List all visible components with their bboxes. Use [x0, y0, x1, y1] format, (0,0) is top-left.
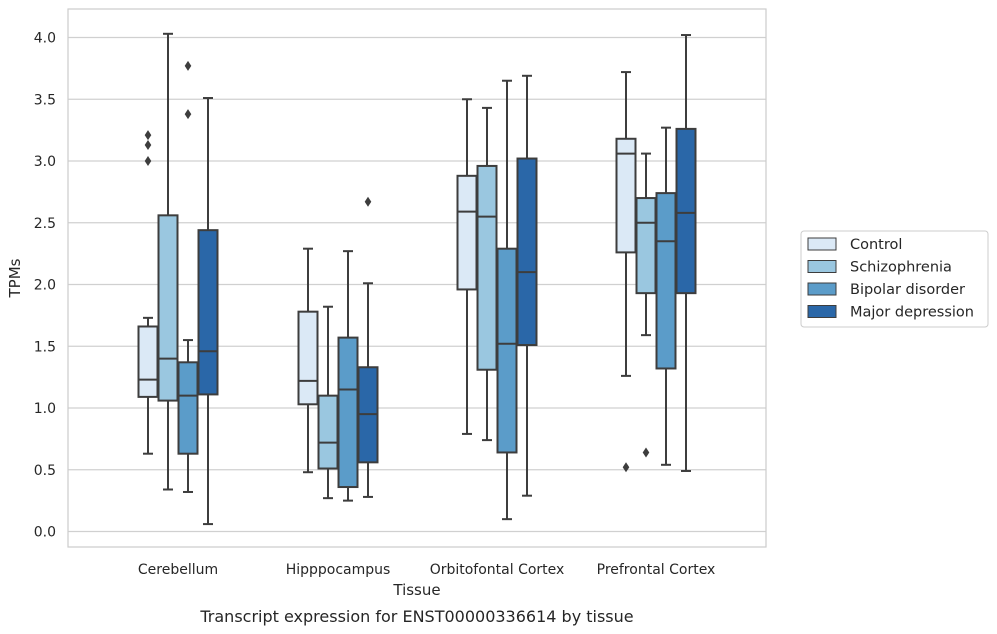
y-tick-label: 4.0 [34, 31, 56, 47]
iqr-box [496, 247, 518, 454]
legend-swatch [807, 282, 837, 296]
y-tick-labels: 0.0 0.5 1.0 1.5 2.0 2.5 3.0 3.5 4.0 [34, 31, 56, 541]
legend-frame [800, 230, 989, 328]
legend-label: Major depression [850, 305, 974, 321]
chart-caption: Transcript expression for ENST0000033661… [199, 607, 633, 626]
x-tick-label: Cerebellum [138, 562, 218, 578]
legend-swatch [807, 237, 837, 251]
outlier-point [144, 156, 152, 166]
y-axis-title: TPMs [6, 258, 24, 298]
legend: Control Schizophrenia Bipolar disorder Majo… [800, 230, 989, 328]
iqr-box [137, 325, 159, 398]
outlier-point [184, 109, 192, 120]
iqr-box [197, 229, 219, 396]
y-tick-label: 0.0 [34, 525, 56, 541]
box-group [197, 97, 219, 526]
x-axis-title: Tissue [392, 581, 440, 599]
box-groups [137, 32, 697, 526]
legend-item: Major depression [807, 305, 974, 321]
box-group [635, 152, 657, 458]
y-tick-label: 3.0 [34, 154, 56, 170]
box-group [675, 34, 697, 472]
iqr-box [476, 164, 498, 371]
x-tick-label: Hipppocampus [286, 562, 391, 578]
x-tick-labels: Cerebellum Hipppocampus Orbitofontal Corte… [138, 562, 715, 578]
box-group [177, 60, 199, 493]
box-group [317, 305, 339, 500]
outlier-point [184, 60, 192, 71]
x-tick-label: Orbitofontal Cortex [430, 562, 565, 578]
legend-item: Bipolar disorder [807, 282, 965, 298]
box-group [357, 196, 379, 498]
iqr-box [635, 197, 657, 295]
plot-frame [67, 8, 767, 548]
iqr-box [317, 394, 339, 470]
legend-label: Bipolar disorder [850, 282, 965, 298]
outlier-point [642, 447, 650, 458]
outlier-point [364, 196, 372, 207]
y-tick-label: 1.5 [34, 339, 56, 355]
iqr-box [456, 174, 478, 291]
iqr-box [297, 310, 319, 406]
legend-swatch [807, 305, 837, 318]
box-group [297, 247, 319, 474]
y-tick-label: 3.5 [34, 92, 56, 108]
y-tick-label: 2.5 [34, 216, 56, 232]
box-group [516, 74, 538, 497]
legend-item: Schizophrenia [807, 260, 952, 276]
iqr-box [177, 361, 199, 455]
legend-label: Schizophrenia [850, 260, 952, 276]
iqr-box [516, 157, 538, 347]
box-group [615, 71, 637, 473]
box-group [157, 32, 179, 491]
legend-swatch [807, 260, 837, 273]
y-tick-label: 1.0 [34, 401, 56, 417]
legend-items: Control Schizophrenia Bipolar disorder Majo… [807, 237, 974, 321]
iqr-box [157, 214, 179, 402]
outlier-point [144, 139, 152, 150]
y-tick-label: 0.5 [34, 463, 56, 479]
box-group [456, 98, 478, 435]
iqr-box [615, 137, 637, 254]
outlier-point [144, 130, 152, 141]
x-tick-label: Prefrontal Cortex [597, 562, 716, 578]
y-tick-label: 2.0 [34, 278, 56, 294]
legend-item: Control [807, 237, 902, 253]
legend-label: Control [850, 237, 902, 253]
iqr-box [675, 127, 697, 295]
iqr-box [655, 192, 677, 370]
iqr-box [337, 336, 359, 489]
box-group [496, 79, 518, 521]
outlier-point [622, 462, 630, 473]
